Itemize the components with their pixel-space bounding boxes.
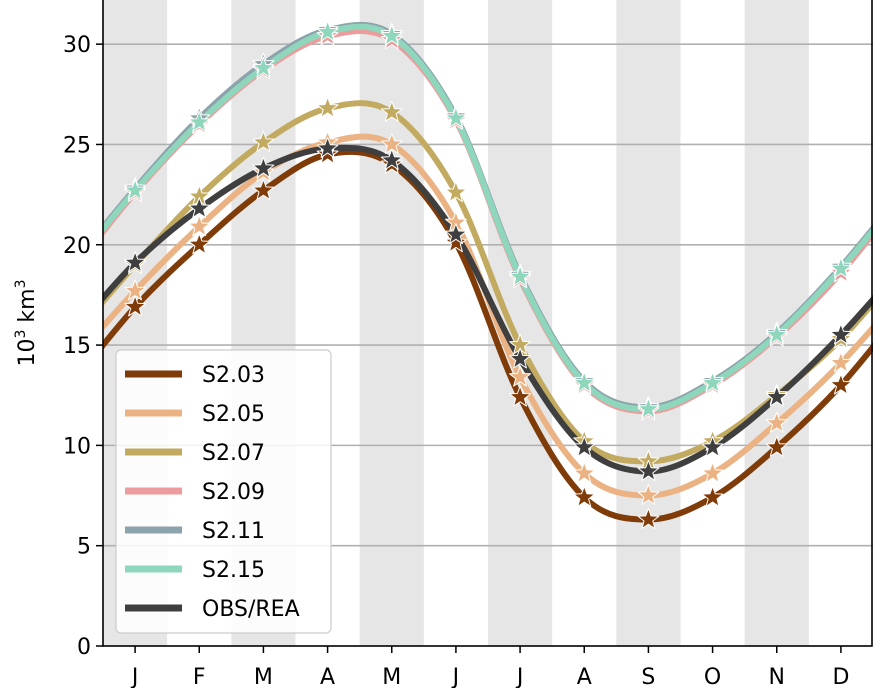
point-s2-03: [252, 179, 275, 200]
y-tick-label: 30: [63, 33, 91, 58]
legend: S2.03 S2.05 S2.07 S2.09 S2.11 S2.15 OBS/REA: [115, 349, 332, 634]
point-s2-15: [573, 371, 596, 393]
plot-frame: [102, 0, 873, 647]
point-s2-15: [445, 106, 467, 128]
point-obs-rea: [830, 323, 852, 345]
y-axis-label-exp: 3: [13, 330, 29, 339]
x-tick-label: N: [769, 665, 785, 688]
point-s2-15: [380, 24, 403, 46]
x-tick-label: J: [515, 665, 524, 688]
point-obs-rea: [124, 251, 146, 273]
x-tick-label: J: [130, 665, 139, 688]
x-tick-label: S: [641, 665, 655, 688]
point-s2-05: [830, 351, 852, 373]
point-s2-03: [701, 486, 724, 507]
point-obs-rea: [573, 435, 596, 457]
x-tick-label: A: [577, 665, 592, 688]
point-obs-rea: [188, 197, 211, 219]
y-tick-label: 5: [77, 535, 91, 560]
legend-label: S2.07: [202, 441, 265, 466]
point-s2-05: [765, 411, 788, 433]
point-obs-rea: [252, 157, 275, 178]
point-s2-15: [509, 265, 531, 287]
point-s2-15: [188, 110, 211, 132]
point-obs-rea: [380, 149, 403, 170]
x-tick-label: F: [193, 665, 206, 688]
point-obs-rea: [509, 347, 531, 369]
point-s2-05: [124, 279, 146, 301]
point-s2-07: [316, 96, 339, 118]
point-s2-05: [573, 462, 596, 483]
point-obs-rea: [445, 223, 467, 245]
point-s2-03: [509, 385, 531, 407]
point-obs-rea: [765, 385, 788, 407]
y-axis-label-base: 10: [15, 339, 40, 367]
y-tick-label: 25: [63, 133, 91, 158]
point-s2-03: [637, 508, 660, 529]
point-s2-15: [124, 179, 146, 200]
point-s2-15: [252, 56, 275, 78]
y-tick-label: 10: [63, 434, 91, 459]
legend-label: S2.03: [202, 363, 265, 388]
point-s2-07: [252, 131, 275, 152]
point-s2-05: [637, 484, 660, 505]
point-s2-03: [830, 373, 852, 395]
y-axis-label-unit: km: [15, 288, 40, 329]
y-axis-label-unit-exp: 3: [13, 279, 29, 288]
point-s2-03: [445, 231, 467, 253]
legend-label: OBS/REA: [202, 597, 300, 622]
point-s2-03: [765, 435, 788, 457]
point-s2-05: [188, 215, 211, 237]
y-tick-label: 0: [77, 635, 91, 660]
x-tick-label: A: [320, 665, 335, 688]
point-s2-03: [124, 295, 146, 317]
y-axis-ticks: 0 5 10 15 20 25 30: [63, 33, 103, 660]
point-s2-15: [765, 323, 788, 345]
point-obs-rea: [701, 435, 724, 457]
legend-label: S2.11: [202, 519, 265, 544]
x-tick-label: J: [451, 665, 460, 688]
month-band: [616, 0, 681, 646]
point-s2-05: [509, 365, 531, 387]
legend-label: S2.09: [202, 480, 265, 505]
legend-box: [115, 349, 332, 634]
point-s2-15: [316, 20, 339, 42]
month-band: [359, 0, 424, 646]
point-obs-rea: [316, 137, 339, 158]
point-s2-03: [573, 486, 596, 507]
point-s2-15: [637, 397, 660, 419]
legend-label: S2.05: [202, 402, 265, 427]
point-s2-05: [701, 462, 724, 483]
point-s2-15: [701, 371, 724, 393]
x-tick-label: M: [254, 665, 273, 688]
y-tick-label: 15: [63, 334, 91, 359]
point-obs-rea: [637, 460, 660, 481]
y-axis-label: 103 km3: [13, 279, 40, 366]
point-s2-15: [830, 257, 852, 279]
point-s2-03: [188, 233, 211, 255]
series-markers: [124, 18, 852, 529]
x-tick-label: O: [704, 665, 721, 688]
y-tick-label: 20: [63, 234, 91, 259]
point-s2-07: [380, 100, 403, 122]
x-tick-label: M: [382, 665, 401, 688]
legend-label: S2.15: [202, 558, 265, 583]
x-tick-label: D: [832, 665, 849, 688]
point-s2-07: [445, 181, 467, 202]
